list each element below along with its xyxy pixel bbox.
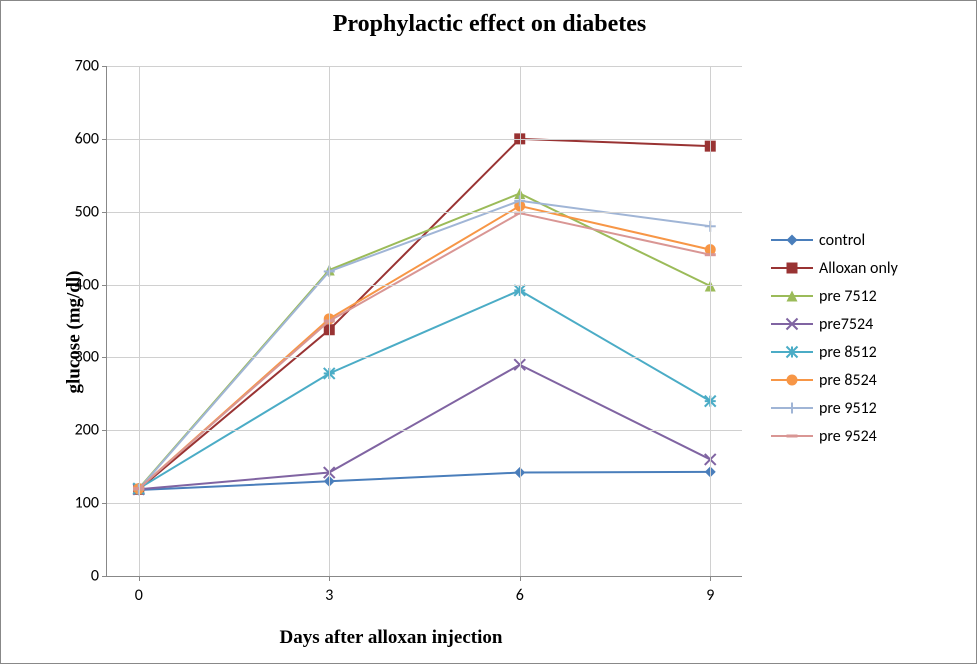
chart-lines [107, 66, 742, 576]
legend-item: pre7524 [771, 310, 898, 338]
chart-container: Prophylactic effect on diabetes glucose … [0, 0, 977, 664]
legend-swatch [771, 314, 813, 334]
xtick-mark [139, 576, 140, 581]
ytick-label: 100 [75, 494, 99, 513]
series-line [139, 194, 711, 489]
x-axis-label: Days after alloxan injection [1, 627, 781, 649]
ytick-label: 300 [75, 348, 99, 367]
ytick-mark [102, 66, 107, 67]
gridline-v [520, 66, 521, 576]
gridline-h [107, 357, 742, 358]
xtick-label: 6 [516, 586, 524, 605]
legend: control Alloxan only pre 7512 pre7524 pre 85… [771, 226, 898, 450]
xtick-mark [329, 576, 330, 581]
ytick-mark [102, 576, 107, 577]
legend-label: control [819, 231, 865, 250]
legend-item: pre 8524 [771, 366, 898, 394]
legend-swatch [771, 230, 813, 250]
legend-label: pre7524 [819, 315, 873, 334]
legend-swatch [771, 342, 813, 362]
ytick-label: 0 [91, 567, 99, 586]
legend-swatch [771, 398, 813, 418]
legend-label: pre 8512 [819, 343, 877, 362]
xtick-mark [710, 576, 711, 581]
ytick-mark [102, 285, 107, 286]
legend-label: pre 9524 [819, 427, 877, 446]
gridline-h [107, 503, 742, 504]
ytick-label: 200 [75, 421, 99, 440]
gridline-v [710, 66, 711, 576]
series-line [139, 206, 711, 489]
legend-label: pre 7512 [819, 287, 877, 306]
ytick-label: 600 [75, 129, 99, 148]
legend-swatch [771, 426, 813, 446]
ytick-mark [102, 503, 107, 504]
xtick-label: 3 [325, 586, 333, 605]
gridline-h [107, 66, 742, 67]
ytick-mark [102, 357, 107, 358]
chart-title: Prophylactic effect on diabetes [1, 11, 977, 38]
gridline-v [329, 66, 330, 576]
gridline-h [107, 430, 742, 431]
ytick-mark [102, 430, 107, 431]
legend-item: pre 9524 [771, 422, 898, 450]
legend-swatch [771, 370, 813, 390]
legend-item: pre 9512 [771, 394, 898, 422]
xtick-label: 9 [706, 586, 714, 605]
gridline-v [139, 66, 140, 576]
ytick-mark [102, 139, 107, 140]
ytick-label: 400 [75, 275, 99, 294]
series-line [139, 365, 711, 490]
gridline-h [107, 285, 742, 286]
legend-swatch [771, 258, 813, 278]
legend-item: control [771, 226, 898, 254]
legend-swatch [771, 286, 813, 306]
legend-label: pre 8524 [819, 371, 877, 390]
xtick-label: 0 [135, 586, 143, 605]
ytick-label: 500 [75, 202, 99, 221]
legend-label: Alloxan only [819, 259, 898, 278]
xtick-mark [520, 576, 521, 581]
legend-label: pre 9512 [819, 399, 877, 418]
ytick-mark [102, 212, 107, 213]
legend-item: pre 7512 [771, 282, 898, 310]
plot-area: 01002003004005006007000369 [106, 66, 742, 577]
legend-item: Alloxan only [771, 254, 898, 282]
gridline-h [107, 212, 742, 213]
ytick-label: 700 [75, 57, 99, 76]
legend-item: pre 8512 [771, 338, 898, 366]
gridline-h [107, 139, 742, 140]
